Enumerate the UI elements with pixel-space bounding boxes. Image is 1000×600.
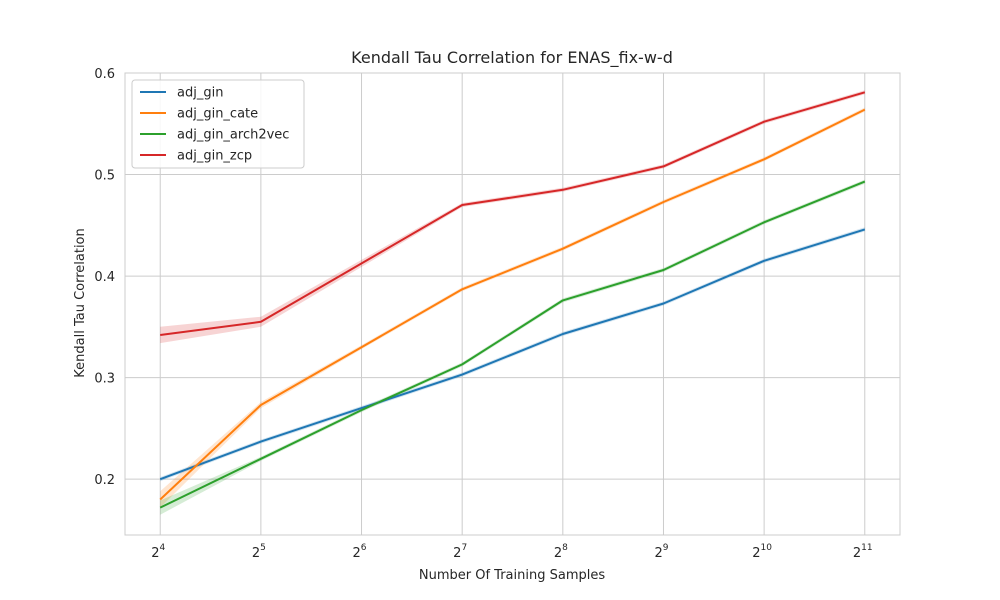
legend-label: adj_gin_zcp [177,149,252,164]
x-tick-label: 29 [654,543,668,561]
series-band-adj_gin_zcp [160,90,865,344]
x-tick-label: 26 [353,543,367,561]
legend-label: adj_gin_cate [177,107,258,122]
y-axis-label: Kendall Tau Correlation [73,228,88,378]
grid [125,72,900,535]
series-line-adj_gin [159,228,866,481]
y-tick-label: 0.5 [94,169,115,184]
series-line-adj_gin_arch2vec [159,180,866,509]
plot-frame [124,72,901,536]
x-tick-labels: 24 25 26 27 28 29 210 211 [151,543,872,561]
legend-label: adj_gin [177,86,223,101]
y-tick-label: 0.2 [94,473,115,488]
chart-title: Kendall Tau Correlation for ENAS_fix-w-d [351,48,673,68]
y-tick-label: 0.3 [94,372,115,387]
y-tick-labels: 0.2 0.3 0.4 0.5 0.6 [94,67,115,488]
series-line-adj_gin_cate [159,108,866,501]
legend-box [131,79,305,169]
legend-label: adj_gin_arch2vec [177,128,289,143]
x-tick-label: 27 [453,543,467,561]
y-tick-label: 0.6 [94,67,115,82]
x-axis-label: Number Of Training Samples [419,568,605,583]
x-tick-label: 210 [752,543,772,561]
series-lines [159,91,866,509]
x-tick-label: 24 [151,543,165,561]
x-tick-label: 25 [252,543,266,561]
x-tick-label: 211 [853,543,873,561]
legend: adj_gin adj_gin_cate adj_gin_arch2vec adj_g… [131,79,305,169]
x-tick-label: 28 [554,543,568,561]
series-line-adj_gin_zcp [160,91,866,336]
y-tick-label: 0.4 [94,270,115,285]
